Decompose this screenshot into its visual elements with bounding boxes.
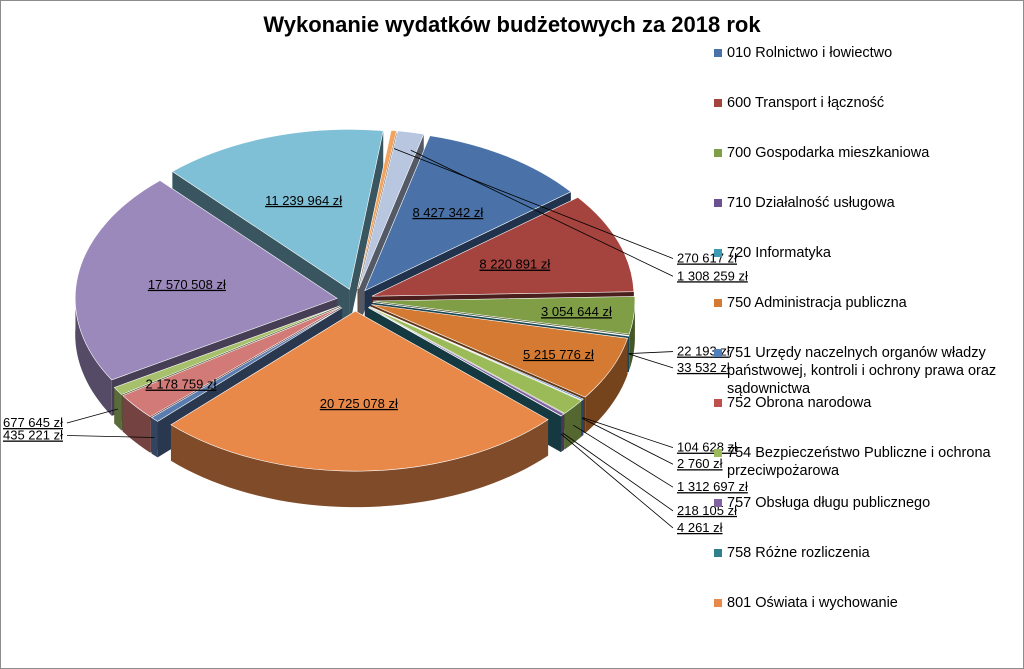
legend-label: 600 Transport i łączność [727,95,885,111]
legend-swatch [714,349,722,357]
legend-swatch [714,249,722,257]
legend-swatch [714,99,722,107]
pie-slice-19 [358,130,425,290]
legend-swatch [714,549,722,557]
data-label: 20 725 078 zł [320,396,398,411]
leader-line [581,417,674,465]
legend-swatch [714,49,722,57]
legend-label: 710 Działalność usługowa [727,195,895,211]
legend-swatch [714,399,722,407]
legend-label: 754 Bezpieczeństwo Publiczne i ochrona p… [727,445,991,479]
data-label: 1 308 259 zł [677,268,748,283]
legend-swatch [714,499,722,507]
pie-slice-18 [357,129,397,290]
pie-slice-5 [372,302,630,337]
legend-label: 801 Oświata i wychowanie [727,595,898,611]
pie-slice-side [170,419,549,508]
leader-line [410,149,674,277]
data-label: 8 427 342 zł [412,205,483,220]
legend-label: 720 Informatyka [727,245,831,261]
pie-slice-13 [150,307,343,422]
leader-line [628,353,674,369]
pie-slice-side [629,296,635,371]
pie-slice-side [151,417,158,458]
leader-line [393,148,674,259]
data-label: 11 239 964 zł [265,193,342,208]
pie-slice-6 [371,304,628,398]
leader-line [562,432,674,512]
pie-slice-side [114,387,122,431]
legend-label: 010 Rolnictwo i łowiectwo [727,45,893,61]
leader-line [628,351,674,354]
data-label: 5 215 776 zł [523,347,594,362]
legend-label: 700 Gospodarka mieszkaniowa [727,145,930,161]
pie-tops [74,129,636,472]
pie-slice-12 [170,310,549,472]
legend-swatch [714,449,722,457]
pie-slice-14 [122,306,342,418]
legend-label: 751 Urzędy naczelnych organów władzy pań… [727,345,997,397]
data-label: 270 617 zł [677,250,737,265]
data-label: 435 221 zł [3,428,63,443]
data-label: 2 178 759 zł [146,377,217,392]
leader-line [560,433,674,529]
pie-slice-17 [171,129,384,290]
pie-slice-11 [368,307,562,417]
data-label: 677 645 zł [3,415,63,430]
data-label: 17 570 508 zł [148,277,226,292]
leader-line [582,417,674,449]
data-label: 3 054 644 zł [541,304,612,319]
legend-label: 758 Różne rozliczenia [727,545,870,561]
pie-slice-2 [371,197,635,297]
leader-line [66,435,155,438]
legend-label: 752 Obrona narodowa [727,395,872,411]
pie-slice-side [582,399,584,437]
legend-swatch [714,299,722,307]
legend-swatch [714,149,722,157]
pie-slice-side [122,395,151,453]
legend-label: 757 Obsługa długu publicznego [727,495,931,511]
pie-slice-side [75,291,112,416]
data-label: 8 220 891 zł [479,257,550,272]
pie-slice-3 [372,296,636,335]
data-label: 2 760 zł [677,456,723,471]
data-label: 4 261 zł [677,520,723,535]
legend-swatch [714,199,722,207]
legend-label: 750 Administracja publiczna [727,295,907,311]
data-label: 1 312 697 zł [677,479,748,494]
pie-slice-15 [113,305,340,395]
pie-slice-16 [74,180,338,381]
pie-slice-side [585,338,628,434]
pie-slice-9 [368,306,582,414]
data-label: 218 105 zł [677,503,737,518]
pie-slice-side [561,413,565,452]
pie-slice-1 [364,135,572,292]
pie-slice-wall [349,130,384,326]
data-label: 33 532 zł [677,360,730,375]
leader-line [66,408,118,424]
pie-slice-8 [369,306,583,401]
legend-swatch [714,599,722,607]
chart-title: Wykonanie wydatków budżetowych za 2018 r… [263,12,761,37]
leader-line [573,424,674,488]
data-label: 104 628 zł [677,440,737,455]
